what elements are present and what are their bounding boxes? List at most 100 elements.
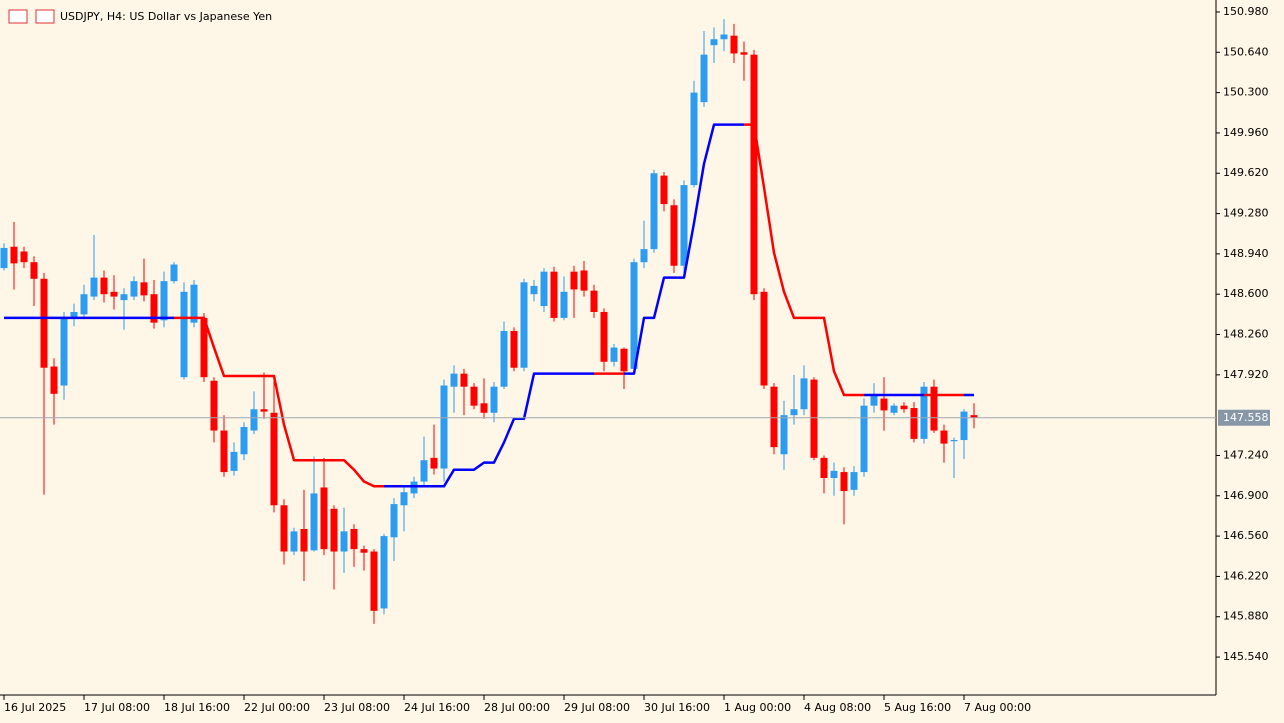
candle-body — [950, 440, 958, 442]
y-tick-label: 146.220 — [1223, 569, 1269, 582]
candle-body — [480, 403, 488, 413]
indicator-line — [384, 372, 594, 488]
x-tick-label: 28 Jul 00:00 — [484, 701, 550, 714]
candle-body — [590, 290, 598, 312]
candle-body — [840, 472, 848, 492]
candle-body — [920, 386, 928, 439]
candle-body — [540, 271, 548, 307]
candle-body — [890, 405, 898, 413]
candle-body — [340, 531, 348, 552]
candle-body — [710, 39, 718, 46]
candle-body — [820, 457, 828, 478]
candle-body — [60, 317, 68, 386]
y-tick-label: 148.940 — [1223, 247, 1269, 260]
y-tick-label: 149.620 — [1223, 166, 1269, 179]
candle-body — [310, 493, 318, 551]
candle-body — [630, 262, 638, 369]
candle-body — [370, 551, 378, 611]
x-tick-label: 22 Jul 00:00 — [244, 701, 310, 714]
candle-body — [130, 281, 138, 297]
x-tick-label: 5 Aug 16:00 — [884, 701, 951, 714]
candle-body — [530, 285, 538, 295]
indicator-line — [174, 316, 384, 488]
y-tick-label: 150.980 — [1223, 5, 1269, 18]
candle-body — [580, 270, 588, 291]
candle-body — [770, 386, 778, 448]
candle-body — [100, 277, 108, 295]
candle-body — [700, 54, 708, 103]
indicator-line — [624, 123, 744, 375]
candle-body — [190, 284, 198, 323]
candle-body — [780, 415, 788, 455]
candle-body — [280, 505, 288, 552]
candle-body — [750, 54, 758, 295]
candle-body — [830, 470, 838, 478]
x-tick-label: 30 Jul 16:00 — [644, 701, 710, 714]
candle-body — [270, 412, 278, 506]
candle-body — [180, 291, 188, 378]
y-tick-label: 147.920 — [1223, 368, 1269, 381]
candle-body — [510, 330, 518, 368]
candle-body — [330, 508, 338, 552]
candle-body — [910, 408, 918, 439]
candle-body — [170, 264, 178, 282]
candle-body — [620, 348, 628, 372]
y-tick-label: 148.260 — [1223, 328, 1269, 341]
y-tick-label: 147.240 — [1223, 448, 1269, 461]
x-tick-label: 23 Jul 08:00 — [324, 701, 390, 714]
candle-body — [550, 271, 558, 318]
candle-body — [450, 373, 458, 387]
candle-body — [90, 277, 98, 297]
candle-body — [0, 247, 8, 269]
candle-body — [760, 291, 768, 386]
candle-body — [870, 394, 878, 406]
candle-body — [810, 379, 818, 458]
candle-body — [650, 173, 658, 250]
y-tick-label: 148.600 — [1223, 287, 1269, 300]
candle-body — [660, 175, 668, 205]
candle-body — [260, 409, 268, 412]
candle-body — [50, 366, 58, 394]
candle-body — [610, 347, 618, 362]
candle-body — [110, 291, 118, 297]
x-tick-label: 29 Jul 08:00 — [564, 701, 630, 714]
candle-body — [900, 405, 908, 410]
candle-body — [30, 262, 38, 279]
candle-body — [670, 205, 678, 266]
candle-body — [970, 415, 978, 418]
candle-body — [70, 311, 78, 318]
candle-body — [230, 451, 238, 471]
y-tick-label: 149.960 — [1223, 126, 1269, 139]
candle-body — [430, 457, 438, 469]
x-tick-label: 18 Jul 16:00 — [164, 701, 230, 714]
chart-title: USDJPY, H4: US Dollar vs Japanese Yen — [60, 10, 272, 23]
x-tick-label: 24 Jul 16:00 — [404, 701, 470, 714]
icon — [8, 9, 28, 24]
y-tick-label: 146.560 — [1223, 529, 1269, 542]
y-tick-label: 150.640 — [1223, 45, 1269, 58]
candle-body — [680, 185, 688, 266]
candle-body — [240, 427, 248, 455]
candle-body — [200, 317, 208, 378]
x-tick-label: 16 Jul 2025 — [4, 701, 66, 714]
candle-body — [520, 282, 528, 368]
candle-body — [640, 249, 648, 263]
y-tick-label: 149.280 — [1223, 207, 1269, 220]
candle-body — [600, 311, 608, 362]
candle-body — [860, 405, 868, 473]
x-tick-label: 4 Aug 08:00 — [804, 701, 871, 714]
candle-body — [320, 487, 328, 550]
candle-body — [740, 52, 748, 55]
candle-body — [360, 549, 368, 553]
candle-body — [350, 528, 358, 550]
y-tick-label: 146.900 — [1223, 489, 1269, 502]
candle-body — [140, 282, 148, 296]
y-tick-label: 145.540 — [1223, 650, 1269, 663]
candle-body — [290, 531, 298, 552]
candle-body — [80, 294, 88, 315]
candle-body — [470, 386, 478, 406]
candle-body — [790, 409, 798, 416]
candle-body — [490, 386, 498, 413]
last-price-label: 147.558 — [1223, 411, 1269, 424]
